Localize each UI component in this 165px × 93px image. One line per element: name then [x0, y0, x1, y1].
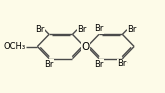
Text: OCH₃: OCH₃ — [3, 42, 26, 51]
Text: Br: Br — [44, 60, 54, 69]
Text: Br: Br — [127, 25, 136, 34]
Text: Br: Br — [94, 24, 104, 33]
Text: O: O — [82, 41, 90, 52]
Text: Br: Br — [94, 60, 104, 69]
Text: Br: Br — [35, 25, 45, 34]
Text: Br: Br — [118, 59, 127, 68]
Text: Br: Br — [77, 25, 86, 34]
